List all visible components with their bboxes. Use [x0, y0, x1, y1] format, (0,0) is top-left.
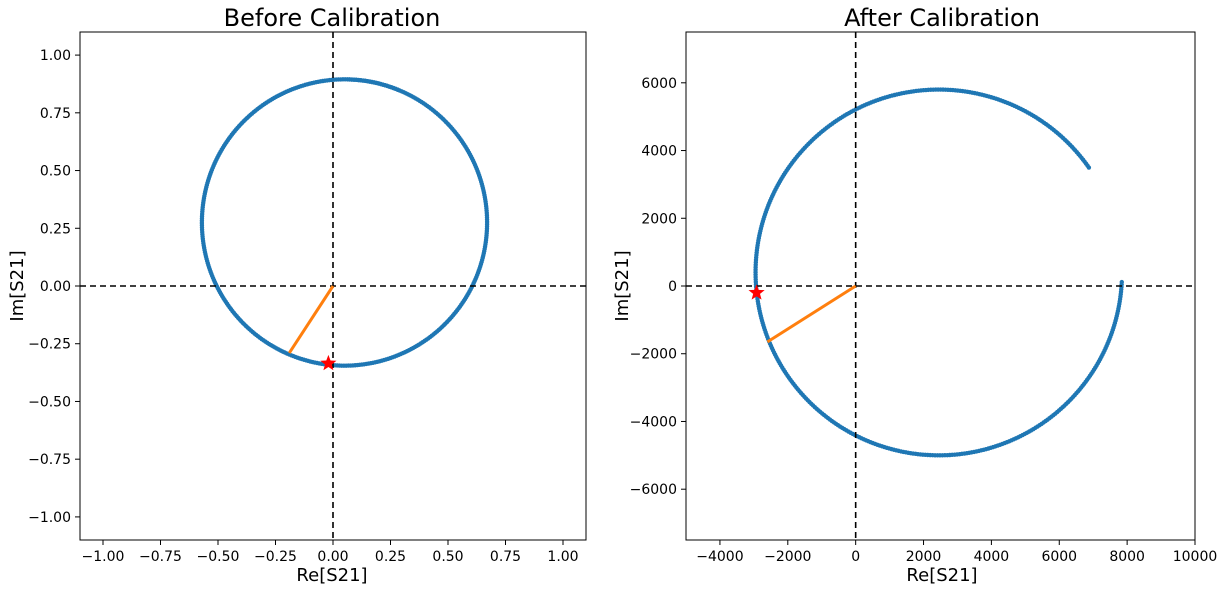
data-point	[1119, 279, 1124, 285]
y-tick-label: −4000	[630, 414, 677, 430]
x-tick-label: 10000	[1173, 549, 1218, 565]
chart-before-calibration: Before Calibration −1.00 −0.75 −0.50 −0.25 0…	[7, 4, 587, 586]
y-axis-label: Im[S21]	[612, 250, 633, 321]
star-marker	[320, 354, 337, 371]
y-tick-label: −0.50	[28, 394, 71, 410]
vector-segment	[288, 285, 335, 354]
y-tick-label: −0.25	[28, 337, 71, 353]
x-tick-label: 0	[851, 549, 860, 565]
y-tick-label: 0.50	[40, 164, 71, 180]
x-axis-label: Re[S21]	[906, 565, 977, 586]
chart-after-calibration: After Calibration −4000 −2000 0 2000 4000 600…	[612, 4, 1217, 586]
x-tick-label: −0.25	[254, 549, 297, 565]
x-tick-label: 0.25	[375, 549, 406, 565]
data-layer	[686, 32, 1195, 540]
x-tick-label: 0.75	[490, 549, 521, 565]
y-tick-label: 0.75	[40, 106, 71, 122]
y-tick-label: −0.75	[28, 452, 71, 468]
x-tick-label: −1.00	[82, 549, 125, 565]
x-tick-label: 0.00	[317, 549, 348, 565]
y-tick-label: 4000	[641, 144, 677, 160]
x-tick-label: −2000	[764, 549, 811, 565]
y-tick-label: 0.25	[40, 221, 71, 237]
y-tick-label: −2000	[630, 347, 677, 363]
x-tick-label: 6000	[1041, 549, 1077, 565]
ticks-layer: −1.00 −0.75 −0.50 −0.25 0.00 0.25 0.50 0.75 1.00…	[28, 31, 587, 565]
data-point	[347, 77, 352, 82]
x-tick-label: 4000	[974, 549, 1010, 565]
x-tick-label: −0.75	[139, 549, 182, 565]
chart-title: After Calibration	[844, 4, 1040, 32]
y-tick-label: 6000	[641, 76, 677, 92]
x-tick-label: −0.50	[197, 549, 240, 565]
y-tick-label: 0.00	[40, 279, 71, 295]
x-axis-label: Re[S21]	[296, 565, 367, 586]
vector-segment	[766, 284, 857, 344]
x-tick-label: −4000	[696, 549, 743, 565]
chart-title: Before Calibration	[224, 4, 441, 32]
ticks-layer: −4000 −2000 0 2000 4000 6000 8000 10000 6000 4000…	[630, 31, 1218, 565]
y-tick-label: −1.00	[28, 510, 71, 526]
x-tick-label: 8000	[1109, 549, 1145, 565]
y-tick-label: 1.00	[40, 48, 71, 64]
star-marker	[748, 284, 765, 300]
x-tick-label: 1.00	[547, 549, 578, 565]
data-layer	[80, 32, 586, 540]
x-tick-label: 0.50	[432, 549, 463, 565]
x-tick-label: 2000	[906, 549, 942, 565]
y-tick-label: −6000	[630, 482, 677, 498]
y-axis-label: Im[S21]	[7, 250, 28, 321]
y-tick-label: 2000	[641, 211, 677, 227]
y-tick-label: 0	[668, 279, 677, 295]
